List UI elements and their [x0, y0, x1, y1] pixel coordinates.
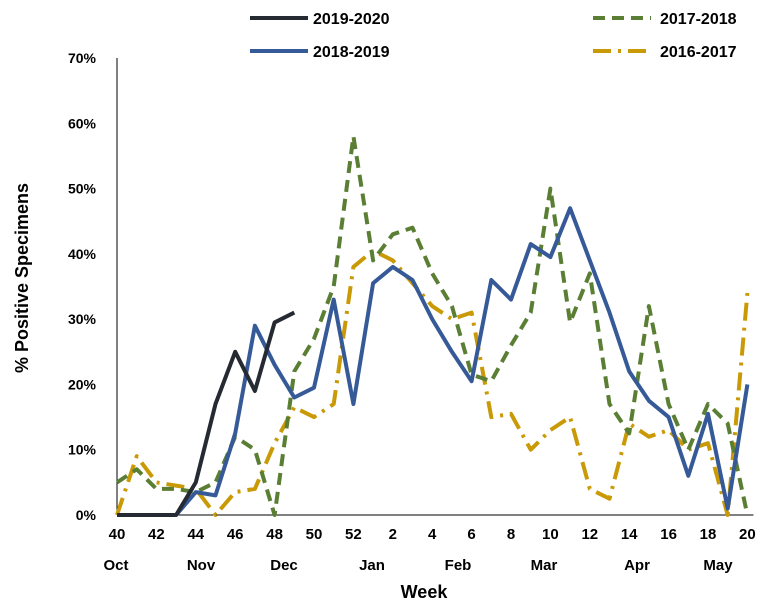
month-label: Nov — [187, 557, 216, 574]
month-labels: Oct Nov Dec Jan Feb Mar Apr May — [103, 557, 733, 574]
legend-label-2016-2017: 2016-2017 — [660, 44, 737, 61]
x-tick-label: 46 — [227, 526, 244, 543]
series-line-2018-2019 — [117, 206, 750, 517]
month-label: Feb — [445, 557, 472, 574]
x-tick-label: 10 — [542, 526, 559, 543]
x-tick-label: 20 — [739, 526, 756, 543]
y-tick-labels: 0% 10% 20% 30% 40% 50% 60% 70% — [68, 50, 97, 523]
series-line-2019-2020 — [117, 310, 296, 517]
x-tick-label: 50 — [306, 526, 323, 543]
month-label: Oct — [103, 557, 128, 574]
legend-label-2019-2020: 2019-2020 — [313, 11, 390, 28]
y-tick-label: 20% — [68, 376, 97, 392]
x-tick-label: 12 — [581, 526, 598, 543]
x-tick-label: 2 — [389, 526, 397, 543]
x-tick-label: 6 — [467, 526, 475, 543]
series-lines — [115, 134, 750, 517]
x-tick-label: 52 — [345, 526, 362, 543]
month-label: Mar — [531, 557, 558, 574]
legend-label-2018-2019: 2018-2019 — [313, 44, 390, 61]
x-tick-label: 48 — [266, 526, 283, 543]
month-label: May — [703, 557, 733, 574]
y-tick-label: 0% — [76, 507, 97, 523]
month-label: Dec — [270, 557, 298, 574]
x-tick-label: 42 — [148, 526, 165, 543]
x-tick-label: 4 — [428, 526, 437, 543]
y-axis-title: % Positive Specimens — [12, 183, 32, 373]
y-tick-label: 40% — [68, 246, 97, 262]
x-tick-label: 16 — [660, 526, 677, 543]
x-tick-label: 40 — [109, 526, 126, 543]
series-line-2017-2018 — [115, 134, 750, 517]
month-label: Jan — [359, 557, 385, 574]
x-tick-labels: 40 42 44 46 48 50 52 2 4 6 8 10 12 14 16 18 20 — [109, 526, 756, 543]
x-tick-label: 8 — [507, 526, 515, 543]
series-line-2016-2017 — [115, 248, 750, 517]
x-tick-label: 14 — [621, 526, 638, 543]
x-tick-label: 44 — [187, 526, 204, 543]
x-axis-title: Week — [401, 582, 449, 602]
y-tick-label: 60% — [68, 115, 97, 131]
y-tick-label: 50% — [68, 181, 97, 197]
month-label: Apr — [624, 557, 650, 574]
y-tick-label: 30% — [68, 311, 97, 327]
legend: 2019-2020 2018-2019 2017-2018 2016-2017 — [250, 11, 737, 61]
legend-label-2017-2018: 2017-2018 — [660, 11, 737, 28]
y-tick-label: 10% — [68, 442, 97, 458]
axes — [116, 58, 754, 516]
y-tick-label: 70% — [68, 50, 97, 66]
x-tick-label: 18 — [700, 526, 717, 543]
